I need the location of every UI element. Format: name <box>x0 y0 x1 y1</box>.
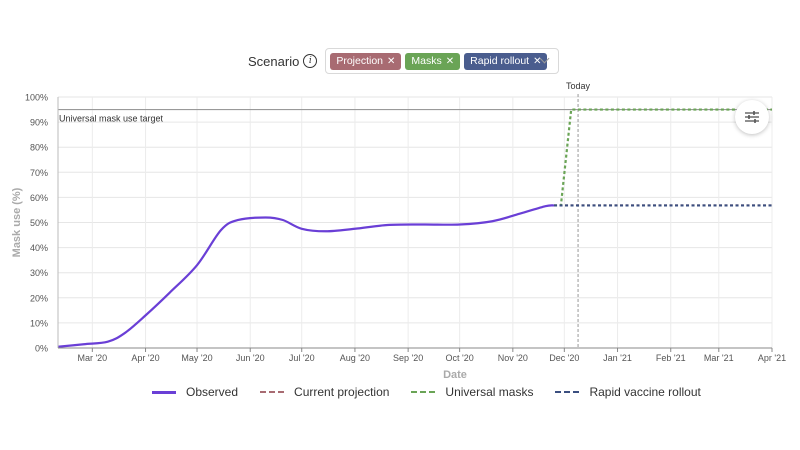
legend-item-rapid-vaccine-rollout[interactable]: Rapid vaccine rollout <box>555 385 701 399</box>
legend-swatch <box>152 390 176 394</box>
legend-label: Current projection <box>294 385 390 399</box>
reference-layer: Universal mask use target Today <box>58 81 772 348</box>
y-tick-label: 60% <box>30 193 48 203</box>
y-tick-label: 40% <box>30 243 48 253</box>
y-tick-label: 0% <box>35 344 48 354</box>
scenario-multiselect[interactable]: Projection ✕ Masks ✕ Rapid rollout ✕ <box>325 48 560 74</box>
axes: 0% 10% 20% 30% 40% 50% 60% 70% 80% 90% 100% Mar '20… <box>11 93 786 382</box>
series-line-observed <box>57 204 555 348</box>
chart-legend: Observed Current projection Universal mask… <box>152 385 723 399</box>
legend-label: Rapid vaccine rollout <box>589 385 701 399</box>
legend-item-universal-masks[interactable]: Universal masks <box>411 385 533 399</box>
sliders-icon <box>745 111 759 123</box>
x-tick-label: Mar '21 <box>704 353 734 363</box>
chip-label: Projection <box>336 55 384 67</box>
chart-settings-button[interactable] <box>735 100 769 134</box>
target-reference-label: Universal mask use target <box>59 114 164 124</box>
legend-label: Universal masks <box>445 385 534 399</box>
series-line-universal-masks <box>554 108 772 207</box>
chip-projection[interactable]: Projection ✕ <box>330 52 402 70</box>
y-tick-label: 30% <box>30 268 48 278</box>
y-tick-label: 50% <box>30 218 48 228</box>
chip-masks[interactable]: Masks ✕ <box>405 52 461 70</box>
x-tick-label: Dec '20 <box>549 353 579 363</box>
chip-rapid-rollout[interactable]: Rapid rollout ✕ <box>464 52 548 70</box>
remove-chip-icon[interactable]: ✕ <box>445 55 455 67</box>
legend-item-observed[interactable]: Observed <box>152 385 238 399</box>
legend-item-current-projection[interactable]: Current projection <box>260 385 389 399</box>
y-tick-label: 80% <box>30 143 48 153</box>
legend-swatch <box>555 391 580 393</box>
x-tick-label: Sep '20 <box>393 353 423 363</box>
y-tick-label: 100% <box>25 93 48 103</box>
y-axis-title: Mask use (%) <box>11 187 23 257</box>
remove-chip-icon[interactable]: ✕ <box>533 55 542 67</box>
y-tick-label: 70% <box>30 168 48 178</box>
scenario-selector: Scenario i Projection ✕ Masks ✕ Rapid roll… <box>248 48 560 74</box>
x-tick-label: Nov '20 <box>498 353 528 363</box>
legend-swatch <box>411 391 436 393</box>
y-tick-label: 20% <box>30 293 48 303</box>
x-tick-label: Aug '20 <box>340 353 370 363</box>
x-tick-label: Oct '20 <box>446 353 474 363</box>
remove-chip-icon[interactable]: ✕ <box>387 55 396 67</box>
chip-label: Masks <box>411 55 442 67</box>
x-tick-label: Apr '20 <box>131 353 159 363</box>
y-tick-label: 90% <box>30 118 48 128</box>
x-tick-label: Jan '21 <box>603 353 632 363</box>
legend-label: Observed <box>186 385 239 399</box>
series-layer <box>57 108 772 348</box>
x-tick-label: May '20 <box>181 353 212 363</box>
x-tick-label: Feb '21 <box>656 353 686 363</box>
legend-swatch <box>260 391 285 393</box>
chip-label: Rapid rollout <box>470 55 530 67</box>
x-tick-label: Jul '20 <box>289 353 315 363</box>
x-axis-title: Date <box>443 369 467 381</box>
scenario-label: Scenario <box>248 53 300 69</box>
x-tick-label: Jun '20 <box>236 353 265 363</box>
x-tick-label: Mar '20 <box>77 353 107 363</box>
today-marker-label: Today <box>566 81 591 91</box>
y-tick-label: 10% <box>30 318 48 328</box>
x-tick-label: Apr '21 <box>758 353 786 363</box>
info-icon[interactable]: i <box>303 54 318 68</box>
grid <box>58 96 773 349</box>
